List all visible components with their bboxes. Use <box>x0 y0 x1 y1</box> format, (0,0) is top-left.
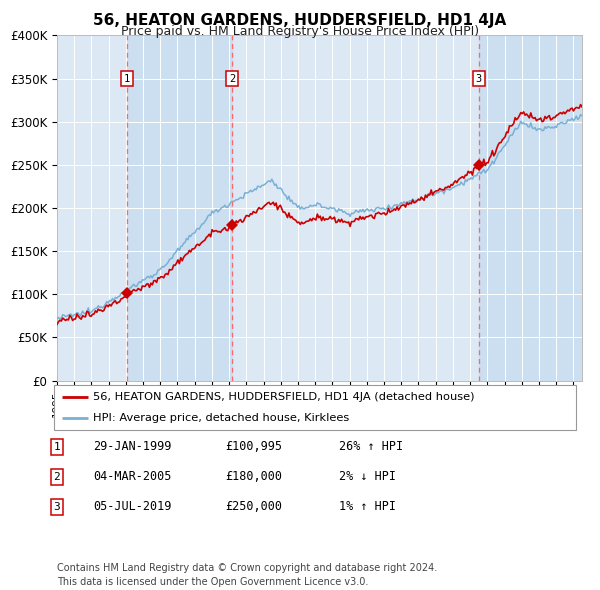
Text: 29-JAN-1999: 29-JAN-1999 <box>93 440 172 453</box>
Text: 05-JUL-2019: 05-JUL-2019 <box>93 500 172 513</box>
Text: 56, HEATON GARDENS, HUDDERSFIELD, HD1 4JA (detached house): 56, HEATON GARDENS, HUDDERSFIELD, HD1 4J… <box>93 392 475 402</box>
Text: 04-MAR-2005: 04-MAR-2005 <box>93 470 172 483</box>
Text: 2: 2 <box>53 472 61 481</box>
Text: £250,000: £250,000 <box>225 500 282 513</box>
Text: £100,995: £100,995 <box>225 440 282 453</box>
Text: 2% ↓ HPI: 2% ↓ HPI <box>339 470 396 483</box>
Text: Contains HM Land Registry data © Crown copyright and database right 2024.
This d: Contains HM Land Registry data © Crown c… <box>57 563 437 587</box>
Bar <box>479 35 582 381</box>
Text: 1: 1 <box>124 74 130 84</box>
Text: 56, HEATON GARDENS, HUDDERSFIELD, HD1 4JA: 56, HEATON GARDENS, HUDDERSFIELD, HD1 4J… <box>94 13 506 28</box>
FancyBboxPatch shape <box>54 385 576 430</box>
Text: HPI: Average price, detached house, Kirklees: HPI: Average price, detached house, Kirk… <box>93 413 349 423</box>
Text: 26% ↑ HPI: 26% ↑ HPI <box>339 440 403 453</box>
Text: 1: 1 <box>53 442 61 451</box>
Text: 2: 2 <box>229 74 235 84</box>
Text: £180,000: £180,000 <box>225 470 282 483</box>
Text: 3: 3 <box>476 74 482 84</box>
Text: 1% ↑ HPI: 1% ↑ HPI <box>339 500 396 513</box>
Bar <box>127 35 232 381</box>
Text: Price paid vs. HM Land Registry's House Price Index (HPI): Price paid vs. HM Land Registry's House … <box>121 25 479 38</box>
Text: 3: 3 <box>53 502 61 512</box>
